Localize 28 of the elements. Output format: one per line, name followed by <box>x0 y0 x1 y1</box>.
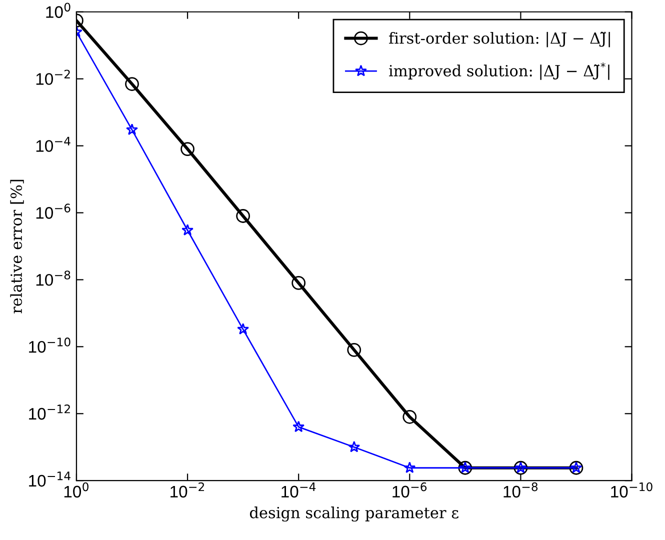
x-tick-label: 10$^{−6}$ <box>392 482 427 498</box>
point <box>236 209 250 223</box>
point <box>182 224 194 236</box>
x-tick-label: 10$^{−2}$ <box>170 482 204 498</box>
y-tick-label: 10$^{−2}$ <box>36 70 70 85</box>
x-axis-title: design scaling parameter ε <box>250 506 458 522</box>
point <box>180 142 194 156</box>
point <box>347 342 362 357</box>
y-tick-label: 10$^{−6}$ <box>36 204 70 219</box>
y-tick-label: 10$^{0}$ <box>46 2 70 18</box>
y-tick-label: 10$^{−4}$ <box>36 136 70 152</box>
point <box>237 323 250 335</box>
point <box>292 420 305 432</box>
point <box>402 410 417 424</box>
point <box>404 462 416 474</box>
x-tick-label: 10$^{−4}$ <box>282 482 316 498</box>
x-tick-label: 10$^{−10}$ <box>611 482 652 498</box>
y-tick-label: 10$^{−10}$ <box>29 338 70 353</box>
point <box>348 440 360 452</box>
y-axis-title: relative error [%] <box>10 180 24 314</box>
y-tick-label: 10$^{−8}$ <box>36 270 70 286</box>
point <box>126 124 138 136</box>
y-tick-label: 10$^{−12}$ <box>29 404 70 420</box>
point <box>292 276 306 290</box>
legend-label: first-order solution: |ΔJ − ΔJ̃| <box>389 32 610 48</box>
point <box>125 77 139 91</box>
x-tick-label: 10$^{−8}$ <box>504 482 538 498</box>
legend-label: improved solution: |ΔJ − ΔJ̃$^{*}$| <box>389 62 610 80</box>
